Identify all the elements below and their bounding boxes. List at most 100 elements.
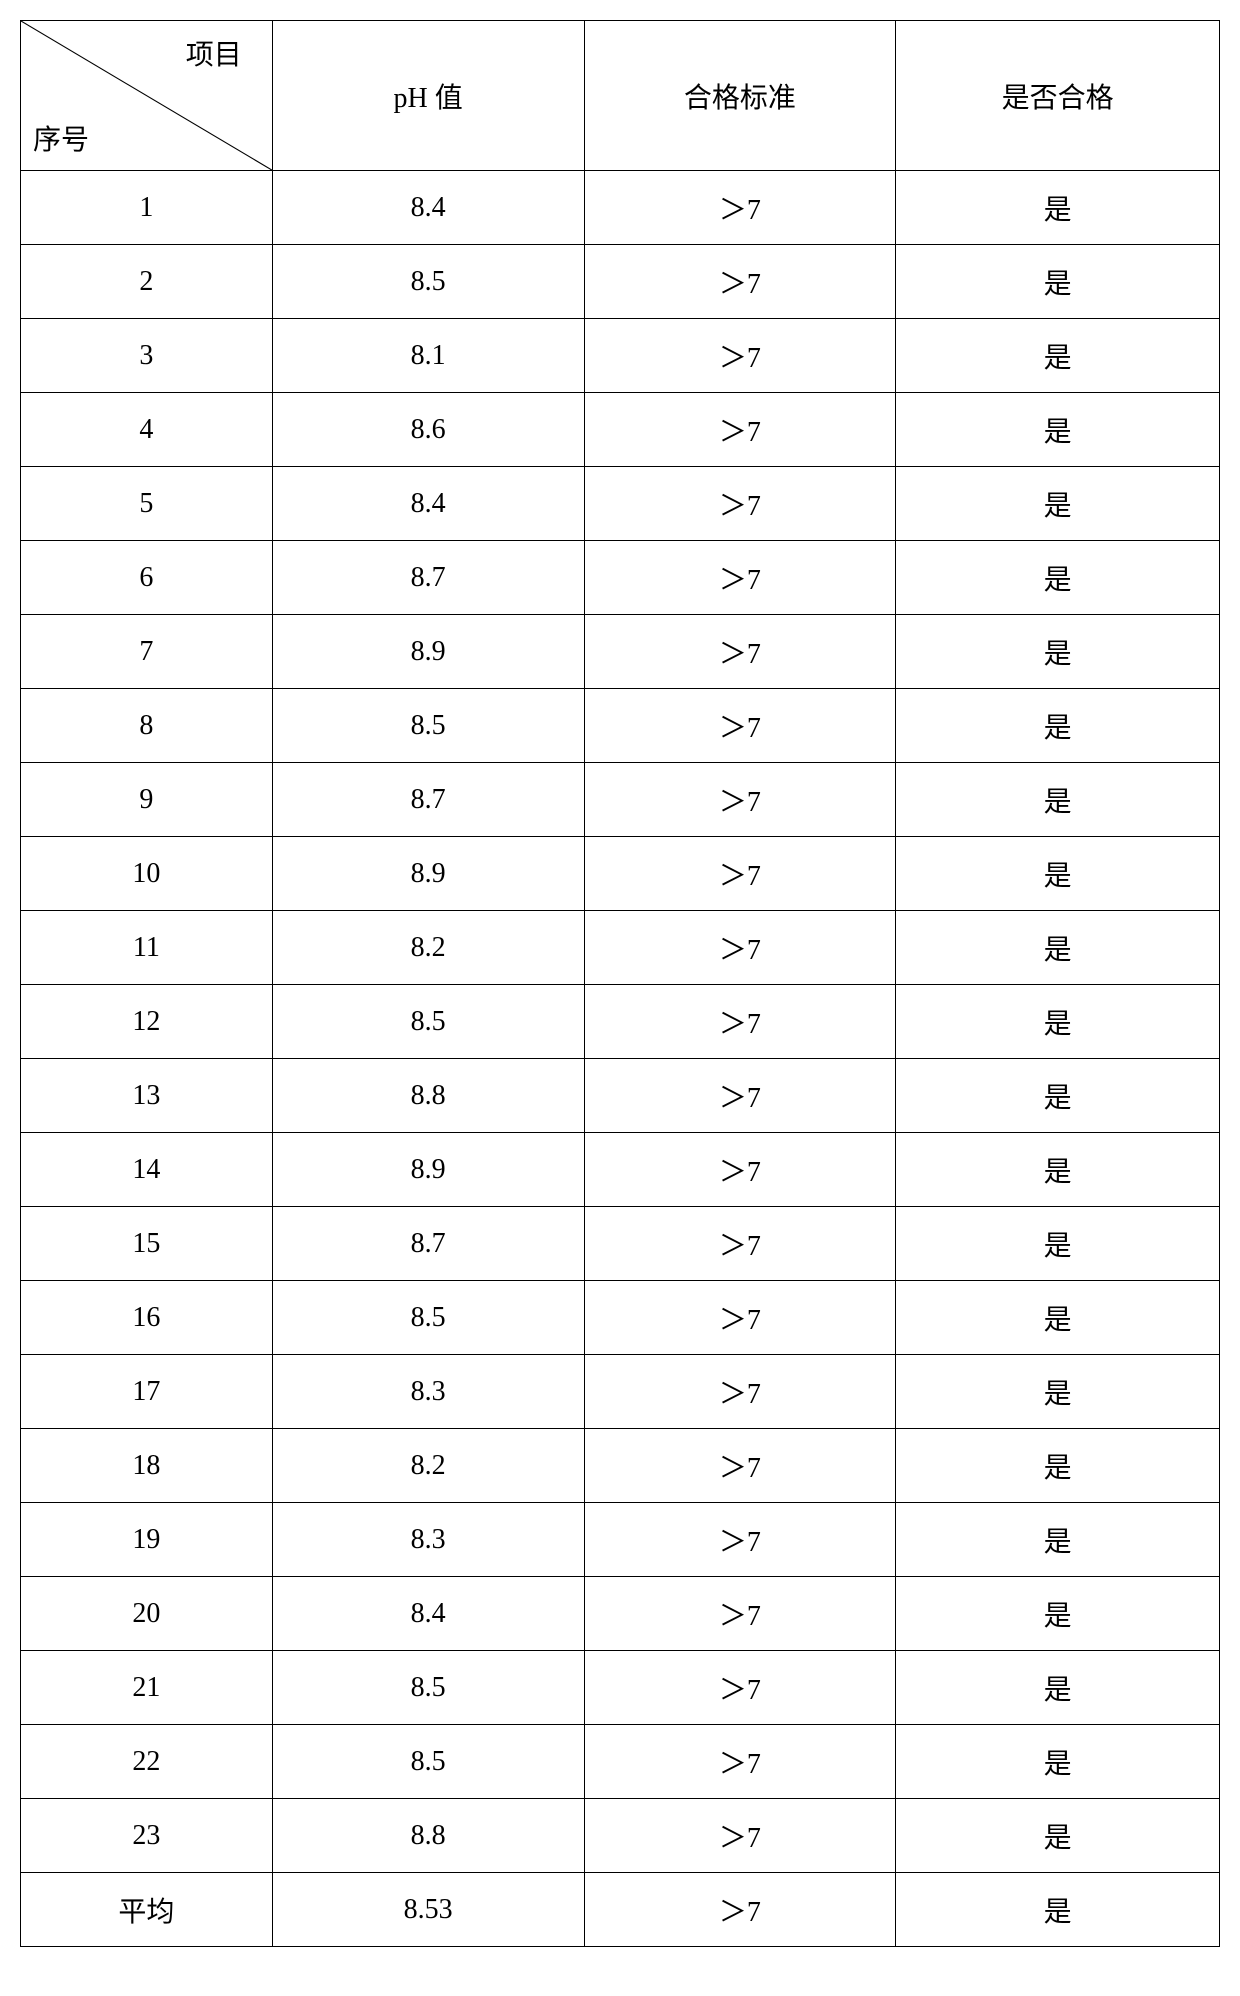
table-row: 148.9＞7是 [21,1133,1220,1207]
cell-standard: ＞7 [584,985,896,1059]
cell-serial: 11 [21,911,273,985]
table-row: 168.5＞7是 [21,1281,1220,1355]
cell-standard: ＞7 [584,615,896,689]
cell-serial: 15 [21,1207,273,1281]
cell-pass: 是 [896,1725,1220,1799]
table-row: 28.5＞7是 [21,245,1220,319]
header-standard: 合格标准 [584,21,896,171]
cell-serial: 8 [21,689,273,763]
cell-serial: 18 [21,1429,273,1503]
cell-serial: 23 [21,1799,273,1873]
table-row: 198.3＞7是 [21,1503,1220,1577]
cell-pass: 是 [896,837,1220,911]
cell-pass: 是 [896,1577,1220,1651]
cell-ph: 8.7 [272,1207,584,1281]
header-diagonal-cell: 项目 序号 [21,21,273,171]
table-row: 38.1＞7是 [21,319,1220,393]
cell-pass: 是 [896,541,1220,615]
cell-serial: 22 [21,1725,273,1799]
cell-standard: ＞7 [584,1651,896,1725]
cell-ph: 8.7 [272,763,584,837]
cell-standard: ＞7 [584,541,896,615]
cell-ph: 8.4 [272,1577,584,1651]
cell-serial: 2 [21,245,273,319]
cell-serial: 12 [21,985,273,1059]
cell-pass: 是 [896,1059,1220,1133]
table-row: 18.4＞7是 [21,171,1220,245]
cell-standard: ＞7 [584,1725,896,1799]
cell-ph: 8.4 [272,171,584,245]
cell-serial: 10 [21,837,273,911]
table-row: 118.2＞7是 [21,911,1220,985]
table-row: 228.5＞7是 [21,1725,1220,1799]
cell-serial: 5 [21,467,273,541]
header-ph: pH 值 [272,21,584,171]
table-row: 238.8＞7是 [21,1799,1220,1873]
table-row: 138.8＞7是 [21,1059,1220,1133]
cell-ph: 8.53 [272,1873,584,1947]
cell-serial: 1 [21,171,273,245]
cell-ph: 8.5 [272,1725,584,1799]
cell-ph: 8.5 [272,1281,584,1355]
cell-ph: 8.9 [272,1133,584,1207]
cell-pass: 是 [896,1133,1220,1207]
cell-serial: 19 [21,1503,273,1577]
cell-ph: 8.6 [272,393,584,467]
cell-serial: 3 [21,319,273,393]
cell-standard: ＞7 [584,171,896,245]
cell-serial: 14 [21,1133,273,1207]
cell-pass: 是 [896,911,1220,985]
cell-pass: 是 [896,985,1220,1059]
table-row: 68.7＞7是 [21,541,1220,615]
cell-ph: 8.7 [272,541,584,615]
cell-standard: ＞7 [584,911,896,985]
table-row: 48.6＞7是 [21,393,1220,467]
cell-ph: 8.5 [272,245,584,319]
table-row: 88.5＞7是 [21,689,1220,763]
cell-standard: ＞7 [584,837,896,911]
cell-pass: 是 [896,1429,1220,1503]
cell-pass: 是 [896,689,1220,763]
cell-serial: 17 [21,1355,273,1429]
cell-standard: ＞7 [584,763,896,837]
cell-pass: 是 [896,467,1220,541]
table-row: 218.5＞7是 [21,1651,1220,1725]
cell-pass: 是 [896,1651,1220,1725]
cell-serial: 9 [21,763,273,837]
cell-standard: ＞7 [584,1281,896,1355]
cell-standard: ＞7 [584,1355,896,1429]
cell-pass: 是 [896,171,1220,245]
table-row: 78.9＞7是 [21,615,1220,689]
table-row: 158.7＞7是 [21,1207,1220,1281]
cell-serial: 4 [21,393,273,467]
table-body: 18.4＞7是28.5＞7是38.1＞7是48.6＞7是58.4＞7是68.7＞… [21,171,1220,1947]
cell-pass: 是 [896,1355,1220,1429]
cell-ph: 8.8 [272,1799,584,1873]
cell-pass: 是 [896,1503,1220,1577]
cell-pass: 是 [896,615,1220,689]
cell-serial: 16 [21,1281,273,1355]
cell-ph: 8.5 [272,689,584,763]
cell-serial: 20 [21,1577,273,1651]
cell-ph: 8.2 [272,911,584,985]
cell-pass: 是 [896,1281,1220,1355]
cell-standard: ＞7 [584,1799,896,1873]
cell-pass: 是 [896,1207,1220,1281]
cell-standard: ＞7 [584,245,896,319]
cell-standard: ＞7 [584,319,896,393]
cell-serial: 13 [21,1059,273,1133]
cell-serial: 21 [21,1651,273,1725]
cell-pass: 是 [896,319,1220,393]
cell-serial: 7 [21,615,273,689]
cell-ph: 8.3 [272,1503,584,1577]
cell-standard: ＞7 [584,1577,896,1651]
cell-ph: 8.2 [272,1429,584,1503]
header-top-label: 项目 [186,33,242,73]
cell-ph: 8.4 [272,467,584,541]
table-row: 208.4＞7是 [21,1577,1220,1651]
cell-ph: 8.9 [272,837,584,911]
table-row: 108.9＞7是 [21,837,1220,911]
cell-standard: ＞7 [584,1503,896,1577]
header-bottom-label: 序号 [33,118,89,158]
cell-ph: 8.5 [272,1651,584,1725]
